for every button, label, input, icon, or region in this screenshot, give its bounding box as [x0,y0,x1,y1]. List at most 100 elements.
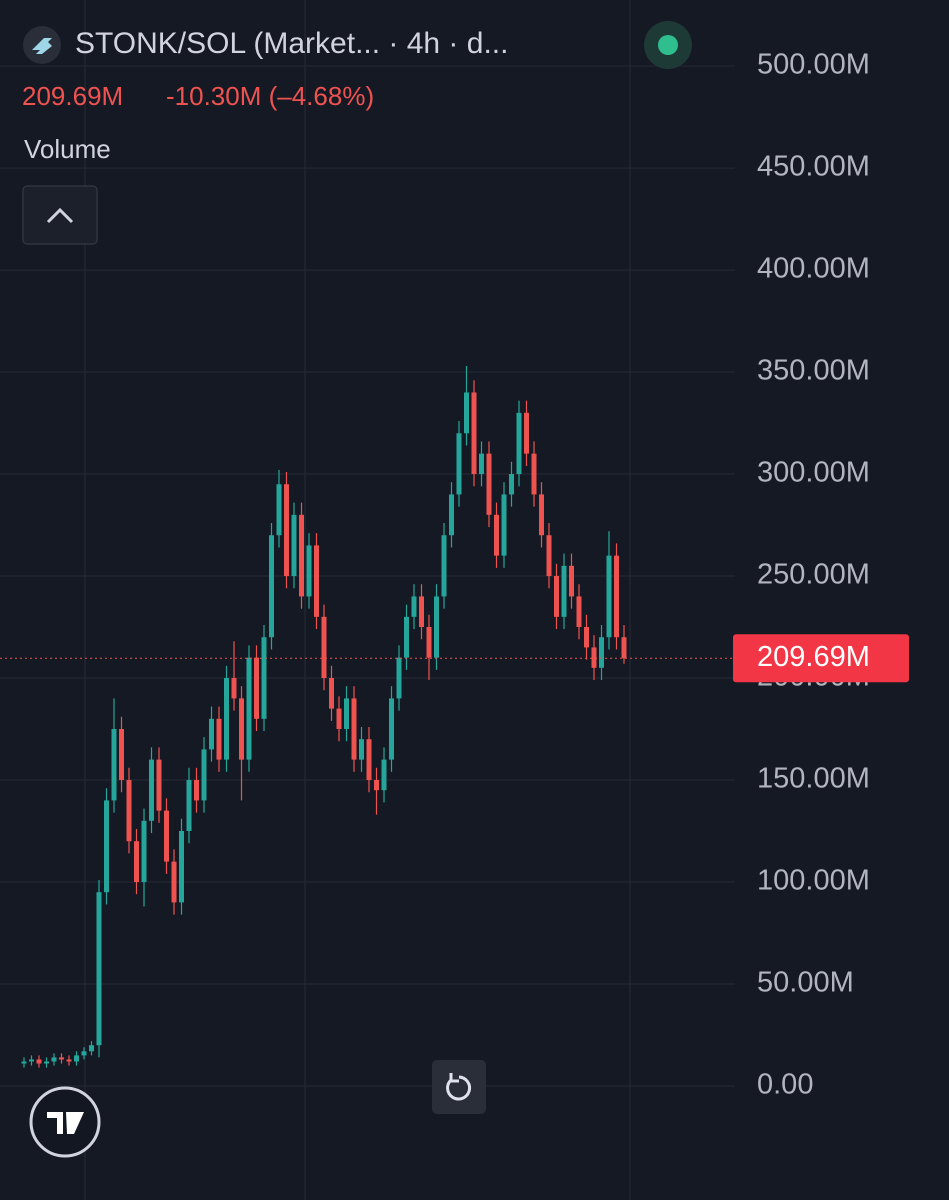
candle-body [456,433,462,495]
candle-body [89,1045,94,1052]
candle-body [441,535,447,597]
candle-body [584,627,589,648]
y-tick-label: 300.00M [757,457,870,489]
candle-body [321,616,327,679]
last-price-label: 209.69M [757,641,870,673]
candles [0,365,735,1068]
candle-body [314,545,319,617]
candle-body [44,1061,49,1064]
y-tick-label: 100.00M [757,865,870,897]
grid [0,0,735,1200]
candle-body [381,759,387,791]
candle-body [194,780,199,801]
y-tick-label: 350.00M [757,355,870,387]
candle-body [269,535,274,638]
candle-body [419,596,424,628]
chart-title[interactable]: STONK/SOL (Market... · 4h · d... [75,27,508,60]
candle-body [329,678,334,709]
candle-body [374,780,379,791]
tradingview-logo[interactable] [29,1086,101,1158]
candle-body [486,453,492,515]
y-tick-label: 50.00M [757,967,854,999]
candle-body [201,749,207,801]
candle-body [479,453,484,475]
candle-body [224,678,229,760]
candle-body [434,596,439,658]
candle-body [141,820,147,882]
reset-icon [446,1075,472,1101]
candle-body [96,892,102,1046]
candle-body [299,514,304,597]
candle-body [284,484,289,577]
price-change: -10.30M (–4.68%) [166,81,374,111]
candle-body [81,1051,87,1056]
candle-body [591,647,597,668]
y-tick-label: 450.00M [757,151,870,183]
candle-body [231,678,237,699]
candle-body [291,514,297,577]
y-tick-label: 0.00 [757,1069,813,1101]
candle-body [336,708,342,730]
candle-body [209,718,214,750]
candle-body [119,729,124,781]
candle-body [359,739,364,760]
reset-icon [449,1073,459,1083]
candle-body [426,627,432,658]
reset-button[interactable] [432,1060,486,1114]
candle-body [621,637,627,659]
candle-body [464,392,469,434]
candle-body [104,800,109,893]
candle-body [599,637,604,668]
candle-body [449,494,454,536]
candle-body [246,657,252,760]
candle-body [404,616,409,658]
candle-body [276,484,282,536]
candle-body [36,1059,42,1064]
y-tick-label: 400.00M [757,253,870,285]
candle-body [171,861,177,903]
candle-body [396,657,402,699]
y-tick-label: 500.00M [757,49,870,81]
logo-glyph [32,38,52,54]
candle-body [164,810,169,862]
candle-body [29,1059,34,1062]
candle-body [156,759,162,811]
candle-body [344,698,349,730]
y-tick-label: 150.00M [757,763,870,795]
price: 209.69M [22,81,123,111]
collapse-icon [46,207,74,224]
candle-body [111,729,117,801]
candle-body [366,739,372,781]
candle-body [501,494,507,556]
candle-body [606,555,612,638]
candle-body [546,535,552,577]
candle-body [21,1061,27,1064]
collapse-button[interactable] [22,185,98,245]
status-dot [658,35,678,55]
candle-body [239,698,244,760]
candle-body [179,831,184,903]
candle-body [471,392,477,475]
candle-body [134,841,139,882]
candle-body [494,514,499,556]
logo-glyph [47,1112,84,1134]
candle-body [539,494,544,536]
candle-body [509,474,514,495]
indicator-label: Volume [24,134,111,164]
candle-body [254,657,259,719]
candle-body [149,759,154,821]
candle-body [389,698,394,760]
candle-body [531,453,537,495]
candle-body [524,412,529,454]
candle-body [351,698,357,760]
candle-body [614,555,619,638]
y-tick-label: 250.00M [757,559,870,591]
candle-body [569,565,574,597]
candle-body [576,596,582,628]
candle-body [261,637,267,719]
price-axis: 0.0050.00M100.00M150.00M200.00M250.00M30… [733,49,909,1101]
candle-body [216,718,222,760]
candle-body [126,780,132,842]
